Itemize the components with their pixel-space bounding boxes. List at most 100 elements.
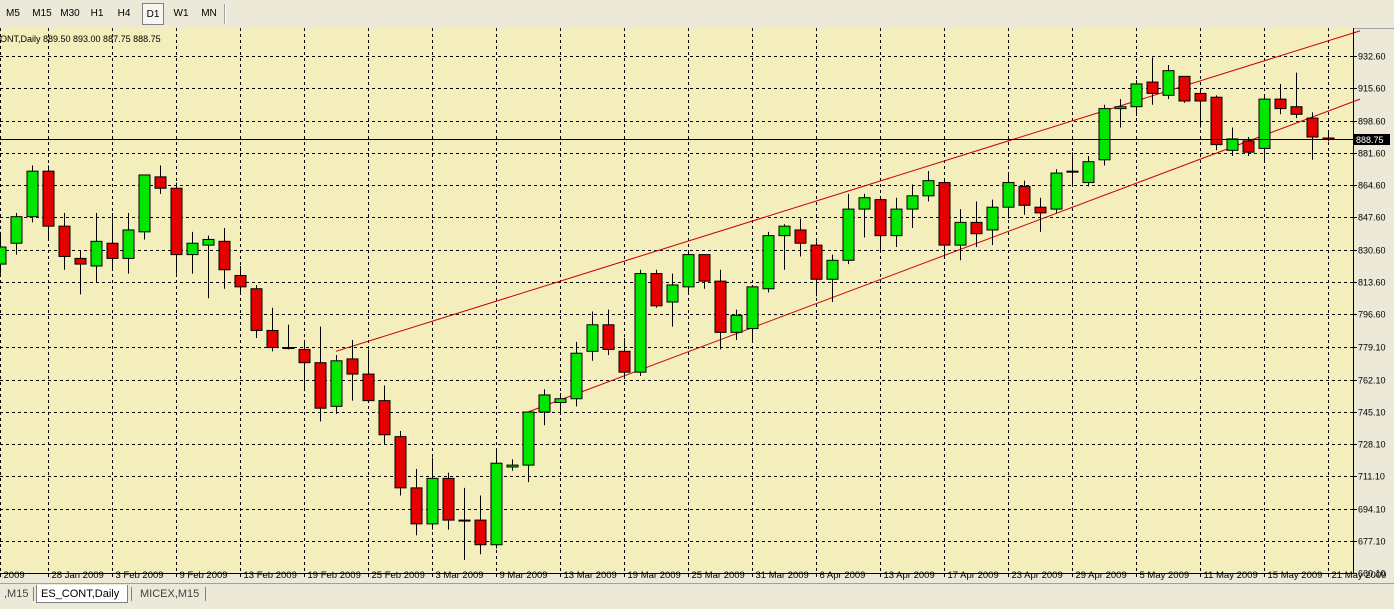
candle <box>362 349 375 403</box>
candle-body <box>714 280 727 333</box>
candle-body <box>554 398 567 404</box>
candle <box>122 212 135 274</box>
candle <box>1066 152 1079 185</box>
candle <box>858 193 871 238</box>
candle <box>410 468 423 536</box>
candle <box>250 284 263 339</box>
candle-body <box>1258 98 1271 149</box>
timeframe-button-m5[interactable]: M5 <box>6 8 20 19</box>
candle-body <box>58 225 71 258</box>
candle <box>602 309 615 356</box>
candle <box>442 472 455 530</box>
candle-body <box>874 199 887 237</box>
price-chart: 932.60 915.60 898.60 881.60 864.60 847.60 830.… <box>0 28 1390 581</box>
chart-tab-1[interactable]: ES_CONT,Daily <box>36 585 128 603</box>
timeframe-button-w1[interactable]: W1 <box>173 8 189 19</box>
timeframe-button-m15[interactable]: M15 <box>32 8 52 19</box>
x-tick-label: 19 Feb 2009 <box>308 570 361 581</box>
candle <box>298 339 311 392</box>
candle <box>1274 83 1287 115</box>
y-tick-label: 677.10 <box>1358 537 1386 547</box>
candle-body <box>186 242 199 256</box>
candle-body <box>90 240 103 267</box>
candle <box>794 218 807 257</box>
candle <box>314 326 327 422</box>
candle-body <box>0 246 7 265</box>
timeframe-button-m30[interactable]: M30 <box>60 8 80 19</box>
candle-body <box>682 254 695 288</box>
y-tick-label: 813.60 <box>1358 278 1386 288</box>
toolbar-separator <box>224 4 226 24</box>
x-tick-label: 28 Jan 2009 <box>52 570 104 581</box>
candle-body <box>378 400 391 436</box>
chart-tab-2[interactable]: MICEX,M15 <box>140 588 200 600</box>
candle-body <box>122 229 135 259</box>
candle <box>1114 99 1127 128</box>
candle-body <box>890 208 903 237</box>
candle-body <box>490 462 503 546</box>
timeframe-button-h1[interactable]: H1 <box>90 8 104 19</box>
x-tick-label: 29 Apr 2009 <box>1076 570 1127 581</box>
timeframe-button-mn[interactable]: MN <box>201 8 217 19</box>
candle <box>42 165 55 240</box>
candle-body <box>1162 70 1175 96</box>
candle <box>1034 197 1047 232</box>
candle <box>922 171 935 202</box>
candle-body <box>618 350 631 373</box>
candle <box>970 201 983 248</box>
tab-separator <box>205 587 206 601</box>
x-tick-label: 25 Mar 2009 <box>692 570 745 581</box>
candle-body <box>154 176 167 189</box>
candle-body <box>202 238 215 246</box>
candle <box>490 449 503 549</box>
candle <box>1242 137 1255 157</box>
candle-body <box>170 187 183 256</box>
candle-body <box>26 170 39 218</box>
candle <box>282 324 295 350</box>
candle <box>1098 104 1111 166</box>
candle <box>506 459 519 471</box>
candle <box>1050 169 1063 213</box>
tab-separator <box>131 587 132 601</box>
candle <box>1018 180 1031 215</box>
y-axis: 932.60 915.60 898.60 881.60 864.60 847.60 830.… <box>1353 52 1386 579</box>
candle-body <box>1098 108 1111 161</box>
y-tick-label: 864.60 <box>1358 181 1386 191</box>
candle <box>170 182 183 274</box>
chart-tab-0[interactable]: ,M15 <box>4 588 29 600</box>
chart-tab-bar: ,M15 ES_CONT,Daily MICEX,M15 <box>0 583 1394 609</box>
candle-body <box>762 235 775 290</box>
chart-info-label: ONT,Daily 889.50 893.00 887.75 888.75 <box>0 34 161 44</box>
candle <box>186 231 199 274</box>
candle <box>538 389 551 426</box>
candle-body <box>1194 92 1207 102</box>
candle <box>650 269 663 308</box>
tab-separator <box>33 587 34 601</box>
candle <box>426 457 439 530</box>
candle-body <box>1114 106 1127 110</box>
candle <box>90 212 103 284</box>
candle <box>1194 89 1207 128</box>
candle-body <box>1130 83 1143 108</box>
candle-body <box>1018 185 1031 206</box>
candle-body <box>362 373 375 402</box>
timeframe-button-h4[interactable]: H4 <box>117 8 131 19</box>
candle-body <box>1066 170 1079 173</box>
candle-body <box>298 348 311 364</box>
candle <box>682 250 695 295</box>
timeframe-toolbar: M5 M15 M30 H1 H4 D1 W1 MN <box>0 0 1394 29</box>
x-tick-label: 3 Feb 2009 <box>116 570 164 581</box>
candle <box>714 269 727 350</box>
candle-body <box>698 254 711 282</box>
candle-body <box>778 225 791 237</box>
candle <box>10 212 23 255</box>
timeframe-button-d1[interactable]: D1 <box>142 3 164 25</box>
y-tick-label: 694.10 <box>1358 505 1386 515</box>
candle-body <box>810 244 823 280</box>
candle <box>698 254 711 289</box>
candle <box>938 180 951 257</box>
candle <box>890 197 903 248</box>
candle-body <box>10 216 23 244</box>
candle-body <box>1226 138 1239 151</box>
current-price-text: 888.75 <box>1356 135 1384 145</box>
